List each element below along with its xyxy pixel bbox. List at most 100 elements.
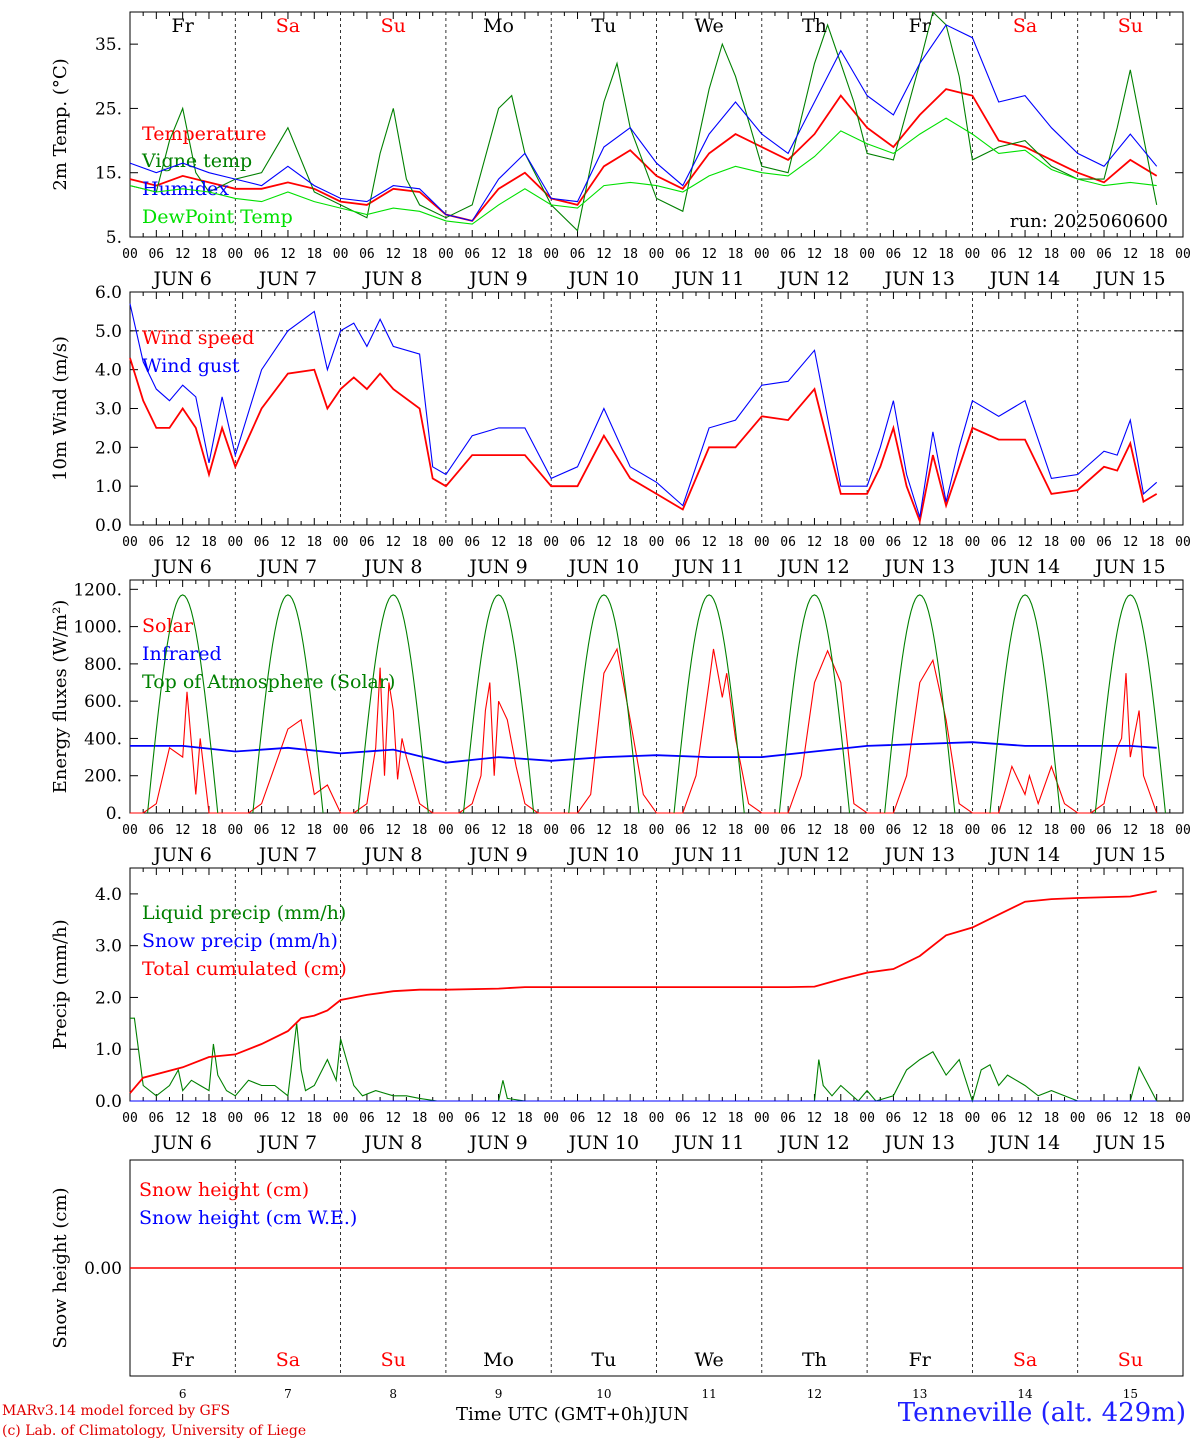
series-liquid-precip-mm-h- xyxy=(130,1017,1158,1103)
hour-tick-label: 06 xyxy=(991,823,1007,838)
day-name: Mo xyxy=(483,1349,514,1371)
day-name: Sa xyxy=(1013,1349,1037,1371)
hour-tick-label: 00 xyxy=(754,1111,770,1126)
hour-tick-label: 00 xyxy=(649,247,665,262)
date-label: JUN 14 xyxy=(988,556,1060,578)
series-toa-solar xyxy=(778,594,851,814)
date-label: JUN 11 xyxy=(672,268,744,290)
month-label: JUN xyxy=(650,1404,690,1425)
hour-tick-label: 00 xyxy=(122,247,138,262)
date-label: JUN 12 xyxy=(777,556,849,578)
hour-tick-label: 06 xyxy=(886,823,902,838)
hour-tick-label: 06 xyxy=(1096,823,1112,838)
hour-tick-label: 00 xyxy=(543,535,559,550)
hour-tick-label: 06 xyxy=(675,247,691,262)
date-label: JUN 10 xyxy=(567,556,639,578)
date-label: JUN 11 xyxy=(672,844,744,866)
date-label: JUN 12 xyxy=(777,268,849,290)
hour-tick-label: 12 xyxy=(807,1111,823,1126)
series-toa-solar xyxy=(147,594,219,814)
hour-tick-label: 18 xyxy=(728,247,744,262)
date-label: JUN 15 xyxy=(1093,1132,1165,1154)
hour-tick-label: 12 xyxy=(491,247,507,262)
y-tick-label: 1200. xyxy=(73,580,122,600)
hour-tick-label: 00 xyxy=(965,823,981,838)
station-label: Tenneville (alt. 429m) xyxy=(897,1398,1186,1428)
hour-tick-label: 18 xyxy=(938,823,954,838)
series-toa-solar xyxy=(989,594,1061,814)
hour-tick-label: 12 xyxy=(912,1111,928,1126)
hour-tick-label: 18 xyxy=(1149,247,1165,262)
hour-tick-label: 12 xyxy=(807,535,823,550)
hour-tick-label: 18 xyxy=(833,247,849,262)
date-label: JUN 15 xyxy=(1093,268,1165,290)
day-number-label: 6 xyxy=(179,1387,187,1401)
hour-tick-label: 18 xyxy=(622,535,638,550)
hour-tick-label: 06 xyxy=(464,247,480,262)
hour-tick-label: 12 xyxy=(912,247,928,262)
date-label: JUN 14 xyxy=(988,1132,1060,1154)
day-name: Sa xyxy=(1013,15,1037,37)
legend-entry: Wind gust xyxy=(142,355,240,377)
hour-tick-label: 12 xyxy=(1017,247,1033,262)
hour-tick-label: 00 xyxy=(122,823,138,838)
hour-tick-label: 18 xyxy=(728,823,744,838)
hour-tick-label: 18 xyxy=(1044,823,1060,838)
hour-tick-label: 18 xyxy=(622,1111,638,1126)
day-name: Tu xyxy=(591,1349,616,1371)
hour-tick-label: 06 xyxy=(148,535,164,550)
day-number-label: 12 xyxy=(807,1387,822,1401)
hour-tick-label: 18 xyxy=(728,1111,744,1126)
hour-tick-label: 00 xyxy=(754,823,770,838)
hour-tick-label: 12 xyxy=(701,1111,717,1126)
day-number-label: 13 xyxy=(912,1387,927,1401)
hour-tick-label: 12 xyxy=(912,823,928,838)
date-label: JUN 13 xyxy=(883,844,955,866)
y-tick-label: 5.0 xyxy=(95,322,122,342)
date-label: JUN 6 xyxy=(151,1132,211,1154)
hour-tick-label: 18 xyxy=(1149,1111,1165,1126)
y-tick-label: 0.0 xyxy=(95,1092,122,1112)
hour-tick-label: 12 xyxy=(385,1111,401,1126)
y-tick-label: 2.0 xyxy=(95,988,122,1008)
series-total-cumulated-cm- xyxy=(129,890,1157,1094)
y-axis-label: 2m Temp. (°C) xyxy=(50,58,71,190)
hour-tick-label: 18 xyxy=(412,823,428,838)
y-axis-label: Precip (mm/h) xyxy=(50,919,71,1049)
hour-tick-label: 18 xyxy=(306,247,322,262)
y-tick-label: 200. xyxy=(84,767,122,787)
day-name: Su xyxy=(1118,1349,1143,1371)
hour-tick-label: 12 xyxy=(596,823,612,838)
day-number-label: 11 xyxy=(702,1387,717,1401)
hour-tick-label: 12 xyxy=(912,535,928,550)
hour-tick-label: 18 xyxy=(517,247,533,262)
y-tick-label: 6.0 xyxy=(95,283,122,303)
day-name: Sa xyxy=(276,15,300,37)
hour-tick-label: 18 xyxy=(201,823,217,838)
y-axis-label: Snow height (cm) xyxy=(50,1187,71,1348)
hour-tick-label: 12 xyxy=(280,535,296,550)
hour-tick-label: 00 xyxy=(859,1111,875,1126)
hour-tick-label: 18 xyxy=(1044,1111,1060,1126)
date-label: JUN 7 xyxy=(257,556,317,578)
legend-entry: Total cumulated (cm) xyxy=(142,958,347,980)
panel-3: 0. 200. 400. 600. 800. 1000. 1200.Energy fluxe… xyxy=(50,579,1191,866)
hour-tick-label: 06 xyxy=(886,1111,902,1126)
hour-tick-label: 00 xyxy=(1175,823,1191,838)
hour-tick-label: 06 xyxy=(886,535,902,550)
hour-tick-label: 18 xyxy=(306,823,322,838)
hour-tick-label: 12 xyxy=(491,823,507,838)
hour-tick-label: 06 xyxy=(1096,247,1112,262)
date-label: JUN 13 xyxy=(883,1132,955,1154)
hour-tick-label: 18 xyxy=(833,1111,849,1126)
series-toa-solar xyxy=(568,594,640,814)
series-vigne-temp xyxy=(129,10,1158,232)
y-tick-label: 400. xyxy=(84,729,122,749)
date-label: JUN 15 xyxy=(1093,556,1165,578)
hour-tick-label: 00 xyxy=(1175,247,1191,262)
hour-tick-label: 18 xyxy=(201,535,217,550)
hour-tick-label: 12 xyxy=(701,823,717,838)
y-tick-label: 1.0 xyxy=(95,477,122,497)
day-number-label: 8 xyxy=(389,1387,397,1401)
hour-tick-label: 12 xyxy=(280,823,296,838)
